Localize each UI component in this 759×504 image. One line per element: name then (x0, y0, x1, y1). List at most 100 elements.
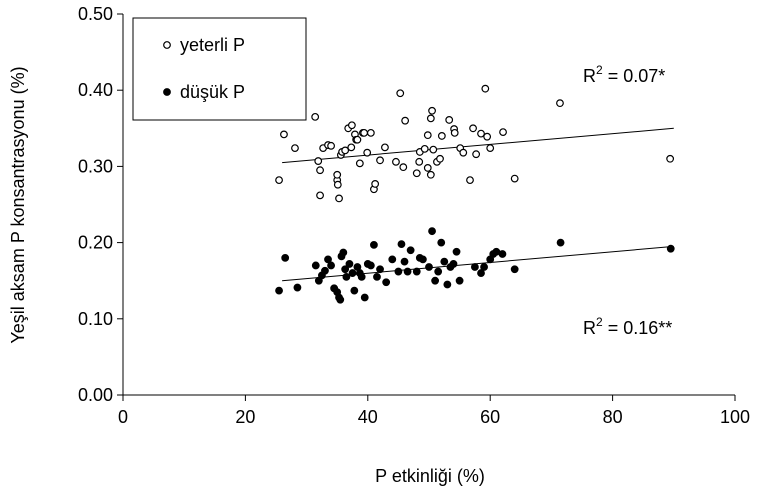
point (333, 170, 342, 179)
point (434, 267, 443, 276)
annotation-part: 2 (596, 315, 603, 329)
point (341, 265, 350, 274)
x-tick-label: 100 (720, 407, 750, 427)
point (436, 154, 444, 163)
point (370, 240, 378, 249)
point (471, 263, 479, 271)
point (426, 114, 435, 123)
point (477, 129, 485, 138)
y-tick-label: 0.00 (78, 385, 113, 405)
point (510, 265, 519, 274)
point (483, 132, 492, 141)
point (341, 146, 350, 155)
point (498, 250, 507, 258)
point (347, 121, 356, 130)
point (428, 227, 436, 236)
y-tick-label: 0.10 (78, 309, 113, 329)
y-tick-label: 0.20 (78, 233, 113, 253)
point (455, 276, 464, 285)
legend-label: yeterli P (180, 35, 245, 55)
point (429, 145, 438, 154)
point (399, 163, 408, 172)
point (418, 255, 427, 264)
point (291, 144, 299, 153)
point (345, 260, 354, 268)
point (314, 157, 323, 165)
point (316, 166, 324, 175)
legend: yeterli P düşük P (132, 17, 307, 121)
point (347, 143, 356, 152)
point (412, 267, 421, 276)
point (311, 261, 320, 270)
x-tick-label: 0 (118, 407, 128, 427)
legend-label: düşük P (180, 82, 245, 102)
point (401, 116, 410, 125)
point (428, 106, 436, 115)
annotation-part: = 0.16** (603, 318, 673, 338)
point (396, 89, 405, 98)
legend-marker (163, 41, 171, 49)
point (321, 266, 329, 275)
point (382, 278, 391, 287)
point (443, 280, 452, 289)
point (425, 263, 433, 271)
point (376, 265, 384, 274)
point (452, 247, 461, 256)
legend-marker (163, 88, 171, 96)
point (342, 272, 351, 281)
legend-box (132, 17, 307, 121)
point (371, 180, 380, 188)
point (324, 255, 332, 264)
point (486, 144, 495, 153)
point (403, 267, 412, 276)
point (445, 116, 454, 124)
point (339, 248, 348, 257)
point (440, 257, 449, 266)
point (406, 246, 415, 255)
point (477, 269, 485, 277)
point (348, 269, 357, 277)
annotation-part: = 0.07* (603, 66, 666, 86)
point (275, 176, 283, 185)
y-tick-label: 0.30 (78, 156, 113, 176)
point (426, 170, 435, 179)
point (510, 174, 519, 183)
point (472, 150, 481, 159)
point (350, 286, 359, 295)
point (275, 286, 283, 295)
point (336, 295, 345, 304)
point (392, 157, 400, 166)
point (437, 132, 446, 140)
point (481, 84, 490, 93)
point (397, 240, 406, 249)
y-axis-label: Yeşil aksam P konsantrasyonu (%) (8, 66, 28, 343)
point (423, 164, 432, 172)
point (360, 293, 369, 302)
annotation-part: R (583, 318, 596, 338)
point (333, 180, 342, 189)
point (353, 135, 362, 144)
point (469, 124, 477, 133)
annotation: R2 = 0.07* (583, 63, 665, 86)
trend-line (282, 127, 674, 164)
point (431, 276, 440, 285)
point (357, 272, 366, 281)
annotation-part: R (583, 66, 596, 86)
point (466, 176, 474, 185)
point (373, 272, 381, 281)
x-tick-label: 40 (358, 407, 378, 427)
point (327, 141, 335, 150)
point (366, 261, 375, 270)
point (293, 283, 302, 292)
point (666, 244, 675, 253)
point (556, 238, 565, 247)
point (459, 148, 468, 157)
point (449, 260, 458, 268)
point (327, 261, 335, 270)
annotation-part: 2 (596, 63, 603, 77)
point (335, 194, 343, 203)
point (499, 128, 507, 137)
point (381, 143, 389, 152)
point (412, 169, 421, 178)
